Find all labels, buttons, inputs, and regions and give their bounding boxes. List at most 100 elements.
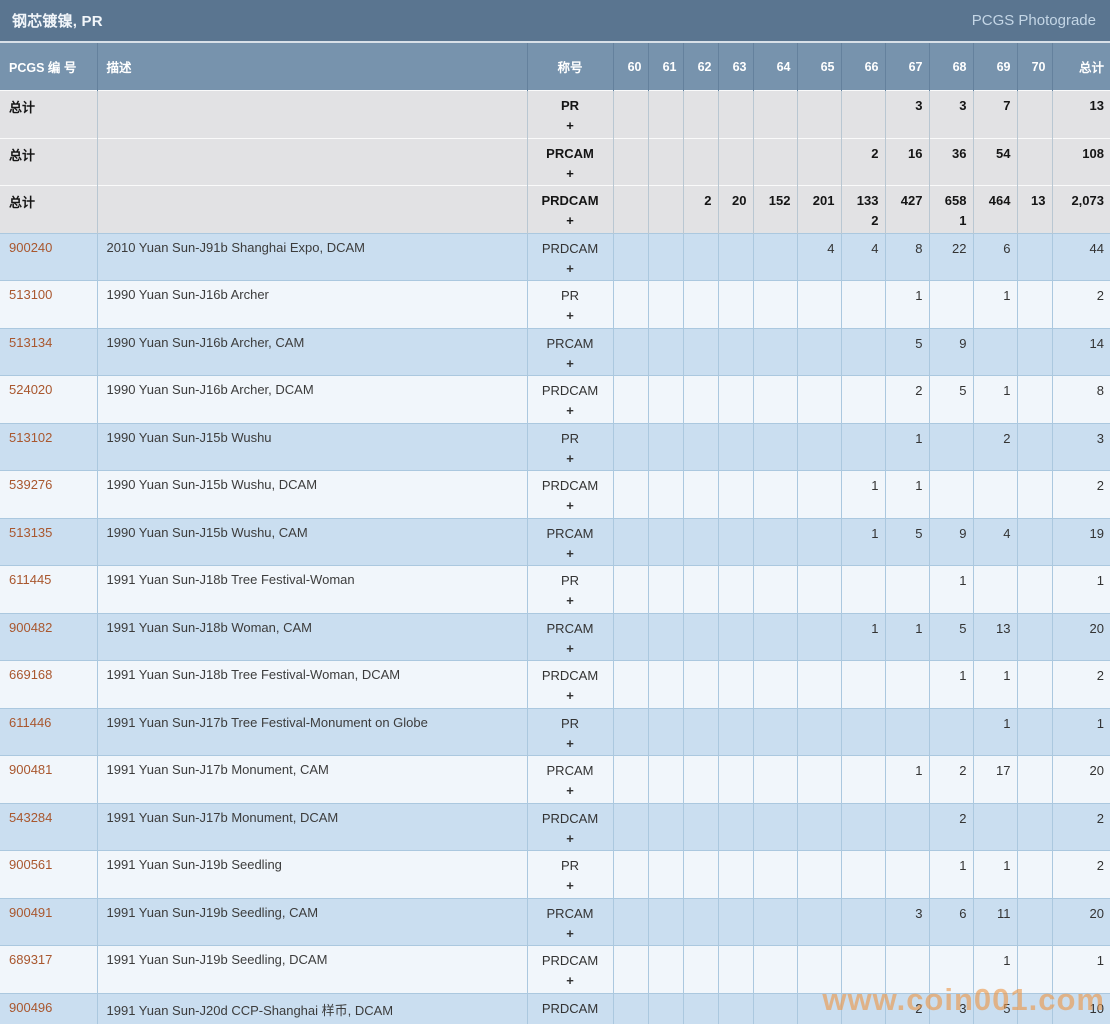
pcgs-number-link[interactable]: 900491 — [9, 904, 53, 920]
grade-plus-count — [798, 212, 835, 232]
plus-label: + — [566, 593, 574, 608]
grade-70-cell — [1016, 612, 1052, 661]
grade-69-cell: 1 — [972, 375, 1017, 423]
grade-70-cell — [1016, 470, 1052, 518]
grade-count — [842, 382, 879, 402]
grade-count — [614, 857, 642, 877]
grade-count — [798, 762, 835, 782]
grade-62-cell: 2 — [682, 185, 718, 233]
grade-plus-count — [719, 212, 747, 232]
pcgs-number-link[interactable]: 900496 — [9, 999, 53, 1015]
grade-69-cell: 13 — [972, 612, 1017, 661]
grade-plus-count — [798, 735, 835, 755]
pcgs-number-link[interactable]: 669168 — [9, 667, 53, 682]
grade-plus-count — [754, 260, 791, 280]
grade-count: 2 — [959, 810, 967, 826]
grade-count — [974, 810, 1011, 830]
grade-plus-count — [649, 497, 677, 517]
grade-count: 54 — [996, 145, 1011, 161]
grade-count: 1 — [871, 478, 879, 493]
grade-count — [614, 525, 642, 545]
grade-plus-count — [1018, 212, 1046, 232]
pcgs-number-link[interactable]: 611445 — [9, 572, 52, 587]
total-count: 20 — [1089, 620, 1104, 636]
grade-count — [649, 525, 677, 545]
grade-plus-count — [886, 925, 923, 945]
grade-plus-count — [930, 972, 967, 992]
pcgs-number-link[interactable]: 900240 — [9, 239, 53, 255]
description-cell: 1991 Yuan Sun-J17b Monument, CAM — [96, 755, 527, 803]
pcgs-number-link[interactable]: 513134 — [9, 334, 53, 350]
pcgs-number-link[interactable]: 513100 — [9, 287, 53, 302]
grade-67-cell: 1 — [884, 612, 929, 661]
description-cell: 1990 Yuan Sun-J15b Wushu, DCAM — [96, 470, 527, 518]
grade-plus-count — [684, 925, 712, 945]
pcgs-number-link[interactable]: 513135 — [9, 524, 53, 540]
description-cell: 1991 Yuan Sun-J17b Monument, DCAM — [96, 802, 527, 851]
pcgs-photograde-link[interactable]: PCGS Photograde — [971, 12, 1096, 29]
designation-cell: PRCAM + — [526, 755, 613, 803]
grade-plus-count — [842, 307, 879, 327]
pcgs-number-link[interactable]: 539276 — [9, 477, 53, 492]
designation-label: PRCAM — [546, 335, 594, 351]
grade-plus-count — [798, 830, 835, 850]
grade-count: 2 — [704, 193, 712, 208]
grade-plus-count — [842, 830, 879, 850]
table-row: 900496 1991 Yuan Sun-J20d CCP-Shanghai 样… — [0, 992, 1110, 1024]
grade-plus-count — [649, 212, 677, 232]
pcgs-number-link[interactable]: 611446 — [9, 714, 52, 730]
grade-plus-count — [798, 497, 835, 517]
grade-count — [684, 905, 712, 925]
pcgs-number-link[interactable]: 900481 — [9, 762, 53, 777]
grade-66-cell — [840, 945, 885, 993]
grade-count — [614, 905, 642, 925]
total-plus-count — [1053, 402, 1104, 422]
grade-plus-count — [649, 592, 677, 612]
grade-count: 1 — [915, 620, 923, 636]
pcgs-number-link[interactable]: 900482 — [9, 619, 53, 635]
grade-69-cell: 1 — [972, 280, 1017, 328]
pcgs-number-link[interactable]: 524020 — [9, 382, 53, 397]
grade-plus-count — [886, 877, 923, 897]
grade-70-cell — [1016, 755, 1052, 803]
table-row: 900561 1991 Yuan Sun-J19b Seedling PR + … — [0, 850, 1110, 898]
grade-64-cell — [752, 992, 797, 1024]
grade-count — [719, 715, 747, 735]
grade-plus-count — [930, 545, 967, 565]
pcgs-number-cell: 900481 — [0, 755, 97, 803]
grade-plus-count — [719, 402, 747, 422]
grade-plus-count — [684, 592, 712, 612]
grade-count: 1 — [915, 288, 923, 303]
grade-plus-count — [614, 687, 642, 707]
pcgs-number-link[interactable]: 900561 — [9, 857, 53, 872]
grade-count — [719, 810, 747, 830]
grade-count — [842, 97, 879, 117]
grade-plus-count — [649, 782, 677, 802]
pcgs-number-link[interactable]: 689317 — [9, 952, 53, 967]
grade-count: 6 — [1003, 240, 1011, 256]
grade-plus-count — [719, 1020, 747, 1024]
grade-plus-count — [974, 830, 1011, 850]
pcgs-number-link[interactable]: 543284 — [9, 809, 53, 825]
grade-count — [684, 952, 712, 972]
grade-61-cell — [647, 945, 683, 993]
grade-70-cell — [1016, 707, 1052, 756]
pcgs-number-link[interactable]: 513102 — [9, 429, 53, 445]
total-count: 108 — [1082, 145, 1104, 161]
grade-count — [1018, 952, 1046, 972]
grade-68-cell: 3 — [928, 992, 973, 1024]
grade-count: 13 — [1031, 193, 1046, 208]
grade-plus-count — [614, 355, 642, 375]
grade-plus-count — [842, 165, 879, 185]
page-title: 钢芯镀镍, PR — [12, 13, 103, 30]
grade-62-cell — [682, 422, 718, 471]
grade-63-cell — [717, 612, 753, 661]
grade-plus-count — [719, 830, 747, 850]
pcgs-number-cell: 总计 — [0, 185, 97, 233]
grade-plus-count — [886, 117, 923, 137]
col-header-grade-64: 64 — [752, 43, 797, 91]
grade-count — [842, 287, 879, 307]
table-row: 513100 1990 Yuan Sun-J16b Archer PR + 1 … — [0, 280, 1110, 328]
grade-plus-count — [886, 1020, 923, 1024]
grade-69-cell — [972, 802, 1017, 851]
